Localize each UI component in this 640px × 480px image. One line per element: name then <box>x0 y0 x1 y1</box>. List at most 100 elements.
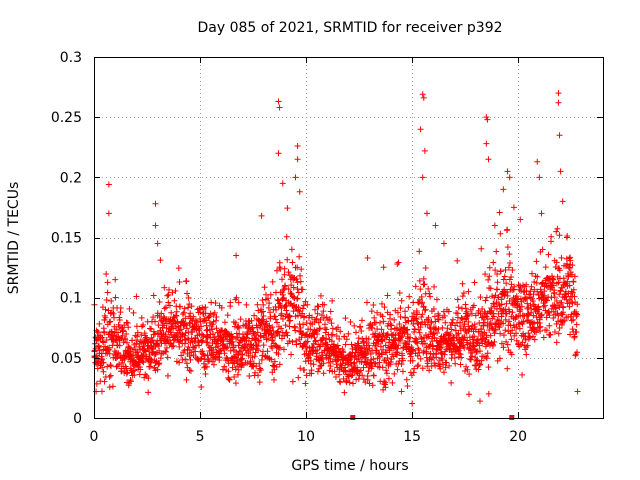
data-point <box>412 315 419 322</box>
data-point <box>190 313 197 320</box>
data-point <box>264 295 271 302</box>
x-tick-label: 20 <box>509 429 527 445</box>
data-point <box>382 342 389 349</box>
data-point <box>202 304 209 311</box>
data-point <box>288 273 295 280</box>
data-point <box>334 342 341 349</box>
data-point <box>259 316 266 323</box>
data-point <box>369 324 376 331</box>
peak-point <box>112 276 119 283</box>
data-point <box>275 351 282 358</box>
data-point <box>94 359 101 366</box>
data-point <box>178 352 185 359</box>
data-point <box>308 314 315 321</box>
data-point <box>182 321 189 328</box>
data-point <box>355 376 362 382</box>
data-point <box>164 292 171 299</box>
data-point <box>384 354 391 361</box>
data-point <box>218 304 225 311</box>
data-point <box>422 306 429 313</box>
data-point <box>173 308 180 315</box>
data-point <box>332 374 339 381</box>
data-point <box>102 314 109 321</box>
data-point <box>363 299 370 306</box>
data-point <box>402 314 409 321</box>
data-point <box>328 320 335 327</box>
data-point <box>320 308 327 315</box>
data-point <box>110 310 117 317</box>
data-point <box>192 348 199 355</box>
data-point <box>206 319 213 326</box>
data-point <box>346 379 353 386</box>
data-point <box>416 248 423 255</box>
data-point <box>415 347 422 354</box>
data-point <box>94 365 101 372</box>
data-point <box>348 341 355 348</box>
peak-point <box>364 254 371 261</box>
data-point <box>186 367 193 374</box>
data-point <box>345 330 352 337</box>
data-point <box>277 301 284 308</box>
data-point <box>353 376 360 383</box>
data-point <box>181 305 188 312</box>
data-point <box>283 233 290 240</box>
data-point <box>107 363 114 370</box>
data-point <box>427 293 434 300</box>
data-point <box>402 308 409 315</box>
data-point <box>506 251 513 258</box>
data-point <box>350 360 357 367</box>
data-point <box>410 320 417 327</box>
data-point <box>186 353 193 360</box>
data-point <box>502 327 509 334</box>
data-point <box>323 335 330 342</box>
data-point <box>109 383 116 390</box>
data-point <box>421 281 428 288</box>
data-point <box>147 356 154 363</box>
data-point <box>323 314 330 321</box>
peak-point <box>485 156 492 163</box>
data-point <box>293 341 300 348</box>
data-point <box>268 331 275 338</box>
data-point <box>367 350 374 357</box>
data-point <box>148 326 155 333</box>
data-point <box>380 264 387 271</box>
data-point <box>288 351 295 358</box>
data-point <box>471 279 478 286</box>
data-point <box>164 354 171 361</box>
data-point <box>253 345 260 352</box>
data-point <box>388 322 395 329</box>
data-point <box>255 347 262 354</box>
data-point <box>95 329 102 336</box>
data-point <box>372 330 379 337</box>
data-point <box>260 312 267 319</box>
x-tick-label: 15 <box>403 429 421 445</box>
data-point <box>368 359 375 366</box>
peak-point <box>279 180 286 187</box>
data-point <box>389 379 396 386</box>
data-point <box>213 317 220 324</box>
data-point <box>451 354 458 361</box>
data-point <box>314 310 321 317</box>
data-point <box>426 290 433 297</box>
data-point <box>293 276 300 283</box>
data-point <box>411 365 418 372</box>
data-point <box>120 327 127 334</box>
data-point <box>463 363 470 370</box>
data-point <box>419 299 426 306</box>
data-point <box>147 363 154 370</box>
data-point <box>373 347 380 354</box>
data-point <box>301 366 308 373</box>
data-point <box>291 324 298 331</box>
data-point <box>212 300 219 307</box>
data-point <box>381 304 388 311</box>
data-point <box>211 309 218 316</box>
data-point <box>235 299 242 306</box>
data-point <box>253 363 260 370</box>
data-point <box>448 326 455 333</box>
data-point <box>414 340 421 347</box>
data-point <box>352 329 359 336</box>
data-point <box>287 290 294 297</box>
data-point <box>104 363 111 370</box>
data-point <box>151 331 158 338</box>
data-point <box>180 309 187 316</box>
